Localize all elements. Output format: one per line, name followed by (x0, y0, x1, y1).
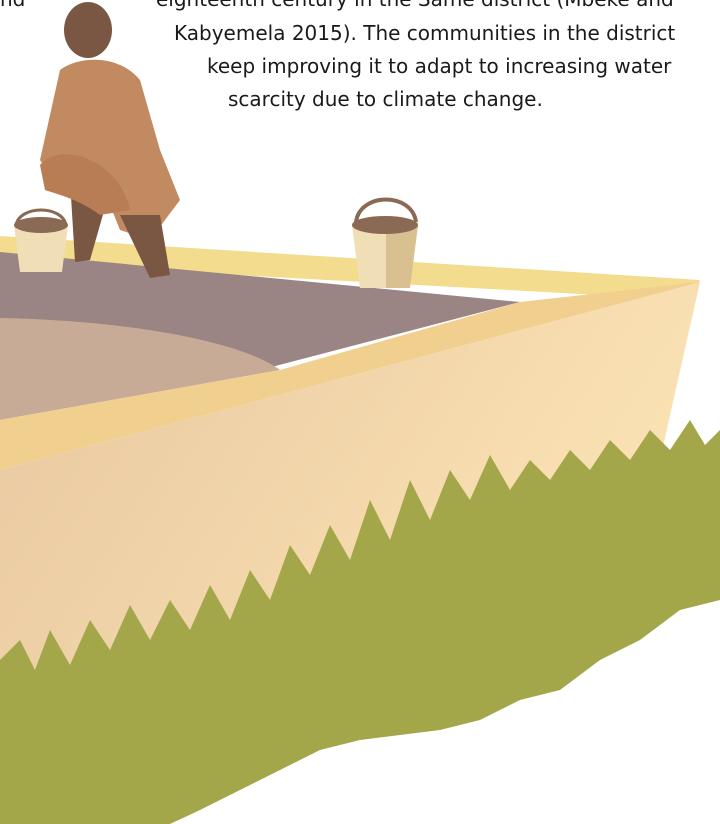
bucket (14, 210, 68, 272)
page: nd eighteenth century in the Same distri… (0, 0, 720, 824)
bucket (352, 200, 418, 289)
paragraph-line: Kabyemela 2015). The communities in the … (174, 21, 675, 45)
text-fragment: nd (0, 0, 25, 11)
paragraph-line: keep improving it to adapt to increasing… (207, 54, 672, 78)
paragraph-line: eighteenth century in the Same district … (156, 0, 674, 11)
paragraph-line: scarcity due to climate change. (228, 87, 543, 111)
